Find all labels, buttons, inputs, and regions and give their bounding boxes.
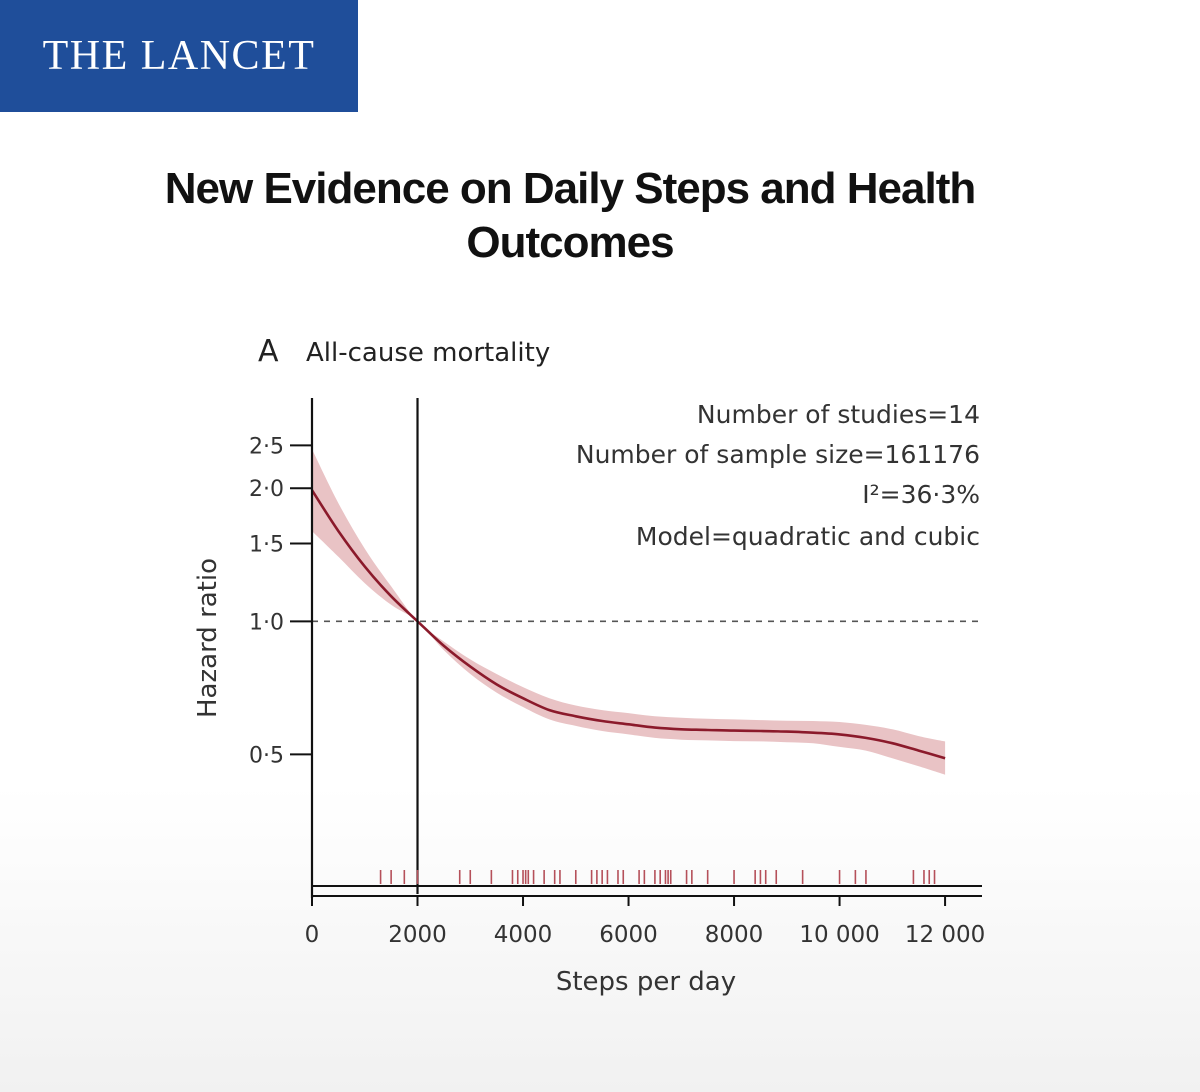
annotation-studies: Number of studies=14 [697, 400, 980, 429]
x-tick-label: 10 000 [799, 922, 879, 948]
y-tick-label: 2·0 [249, 477, 284, 502]
x-tick-label: 6000 [599, 922, 658, 948]
y-tick-label: 1·5 [249, 532, 284, 557]
annotation-sample-size: Number of sample size=161176 [576, 440, 980, 469]
headline: New Evidence on Daily Steps and Health O… [164, 164, 976, 267]
x-tick-label: 2000 [388, 922, 447, 948]
x-tick-label: 0 [305, 922, 320, 948]
lancet-logo: THE LANCET [0, 0, 358, 112]
chart-title: All-cause mortality [306, 338, 550, 368]
panel-letter: A [258, 334, 279, 369]
brand-name: THE LANCET [42, 33, 316, 79]
x-tick-label: 4000 [494, 922, 553, 948]
x-axis-label: Steps per day [556, 967, 736, 997]
y-axis-label: Hazard ratio [193, 558, 223, 718]
annotation-i-squared: I²=36·3% [862, 480, 980, 509]
annotation-model: Model=quadratic and cubic [636, 522, 980, 551]
x-tick-label: 8000 [705, 922, 764, 948]
y-tick-label: 2·5 [249, 434, 284, 459]
y-tick-label: 1·0 [249, 610, 284, 635]
x-tick-label: 12 000 [905, 922, 985, 948]
y-tick-label: 0·5 [249, 743, 284, 768]
